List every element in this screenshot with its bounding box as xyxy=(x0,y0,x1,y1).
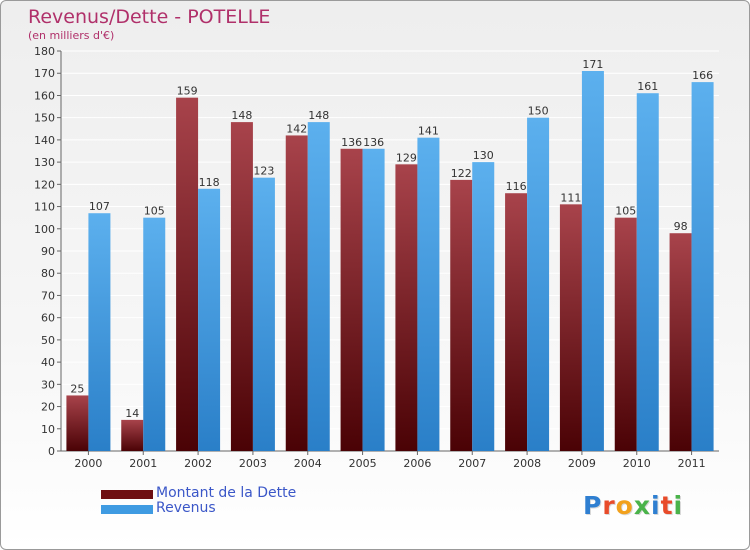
y-tick-label: 140 xyxy=(34,134,55,147)
data-label-revenue: 141 xyxy=(418,125,439,138)
data-label-revenue: 107 xyxy=(89,200,110,213)
logo-letter: r xyxy=(602,491,616,520)
bar-debt xyxy=(614,217,637,451)
data-label-debt: 25 xyxy=(70,382,84,395)
y-tick-label: 180 xyxy=(34,45,55,58)
data-label-debt: 142 xyxy=(286,122,307,135)
bar-debt xyxy=(450,179,473,451)
bar-revenue xyxy=(88,213,111,451)
y-tick-label: 150 xyxy=(34,112,55,125)
bars xyxy=(66,71,714,452)
logo-letter: o xyxy=(615,491,634,520)
logo-letter: t xyxy=(660,491,674,520)
data-label-revenue: 161 xyxy=(637,80,658,93)
y-tick-label: 110 xyxy=(34,201,55,214)
x-tick-label: 2005 xyxy=(349,457,377,470)
chart-subtitle: (en milliers d'€) xyxy=(28,29,115,42)
y-tick-label: 80 xyxy=(41,267,55,280)
grid-lines xyxy=(61,50,719,452)
y-tick-label: 100 xyxy=(34,223,55,236)
x-tick-label: 2006 xyxy=(403,457,431,470)
data-label-debt: 159 xyxy=(177,85,198,98)
data-label-revenue: 123 xyxy=(253,165,274,178)
logo-letter: P xyxy=(583,491,603,520)
bar-revenue xyxy=(198,188,221,451)
bar-debt xyxy=(395,164,418,452)
bar-revenue xyxy=(581,71,604,451)
data-label-debt: 129 xyxy=(396,151,417,164)
y-tick-label: 130 xyxy=(34,156,55,169)
bar-debt xyxy=(340,148,363,451)
y-tick-label: 0 xyxy=(48,445,55,458)
x-tick-label: 2002 xyxy=(184,457,212,470)
data-label-debt: 14 xyxy=(125,407,139,420)
bar-debt xyxy=(669,233,692,451)
bar-revenue xyxy=(417,137,440,451)
y-tick-label: 40 xyxy=(41,356,55,369)
bar-chart: 0 10 20 30 40 50 60 70 80 90 100 110 120 130 140 150 160… xyxy=(34,45,719,470)
bar-revenue xyxy=(143,217,166,451)
data-label-revenue: 118 xyxy=(199,176,220,189)
data-label-revenue: 150 xyxy=(528,105,549,118)
data-label-debt: 116 xyxy=(506,180,527,193)
x-tick-label: 2007 xyxy=(458,457,486,470)
legend-label-revenue: Revenus xyxy=(156,500,216,516)
logo-letter: i xyxy=(673,491,684,520)
proxiti-logo: Proxiti xyxy=(583,491,683,520)
chart-title: Revenus/Dette - POTELLE xyxy=(28,6,271,28)
x-tick-label: 2011 xyxy=(678,457,706,470)
bar-debt xyxy=(121,419,144,451)
logo-letter: i xyxy=(651,491,661,520)
bar-revenue xyxy=(636,93,659,451)
x-tick-label: 2003 xyxy=(239,457,267,470)
data-label-debt: 148 xyxy=(231,109,252,122)
x-tick-label: 2000 xyxy=(74,457,102,470)
y-tick-label: 160 xyxy=(34,89,55,102)
data-label-revenue: 130 xyxy=(473,149,494,162)
y-tick-label: 50 xyxy=(41,334,55,347)
bar-revenue xyxy=(362,148,385,451)
bar-revenue xyxy=(252,177,275,451)
legend-swatch-debt xyxy=(101,490,153,499)
bar-debt xyxy=(285,135,308,451)
x-tick-label: 2008 xyxy=(513,457,541,470)
y-tick-label: 120 xyxy=(34,178,55,191)
data-label-revenue: 136 xyxy=(363,136,384,149)
y-tick-label: 30 xyxy=(41,378,55,391)
y-tick-label: 10 xyxy=(41,423,55,436)
data-label-revenue: 166 xyxy=(692,69,713,82)
legend-label-debt: Montant de la Dette xyxy=(156,485,297,501)
data-label-revenue: 171 xyxy=(582,58,603,71)
bar-revenue xyxy=(472,162,495,451)
data-label-revenue: 148 xyxy=(308,109,329,122)
logo-letter: x xyxy=(633,491,651,520)
y-tick-label: 20 xyxy=(41,401,55,414)
data-label-debt: 98 xyxy=(674,220,688,233)
bar-debt xyxy=(559,204,582,451)
x-tick-label: 2001 xyxy=(129,457,157,470)
axes: 0 10 20 30 40 50 60 70 80 90 100 110 120 130 140 150 160… xyxy=(34,45,719,470)
x-tick-label: 2004 xyxy=(294,457,322,470)
x-tick-label: 2010 xyxy=(623,457,651,470)
data-label-revenue: 105 xyxy=(144,205,165,218)
x-tick-label: 2009 xyxy=(568,457,596,470)
y-tick-label: 60 xyxy=(41,312,55,325)
bar-debt xyxy=(505,193,528,451)
y-tick-label: 90 xyxy=(41,245,55,258)
data-label-debt: 111 xyxy=(560,191,581,204)
legend-swatch-revenue xyxy=(101,505,153,514)
data-label-debt: 136 xyxy=(341,136,362,149)
bar-revenue xyxy=(527,117,550,452)
bar-debt xyxy=(230,122,253,451)
data-label-debt: 122 xyxy=(451,167,472,180)
y-tick-label: 70 xyxy=(41,289,55,302)
bar-debt xyxy=(176,97,199,452)
bar-revenue xyxy=(691,82,714,451)
data-label-debt: 105 xyxy=(615,205,636,218)
y-tick-label: 170 xyxy=(34,67,55,80)
bar-debt xyxy=(66,395,89,451)
bar-revenue xyxy=(307,122,330,451)
